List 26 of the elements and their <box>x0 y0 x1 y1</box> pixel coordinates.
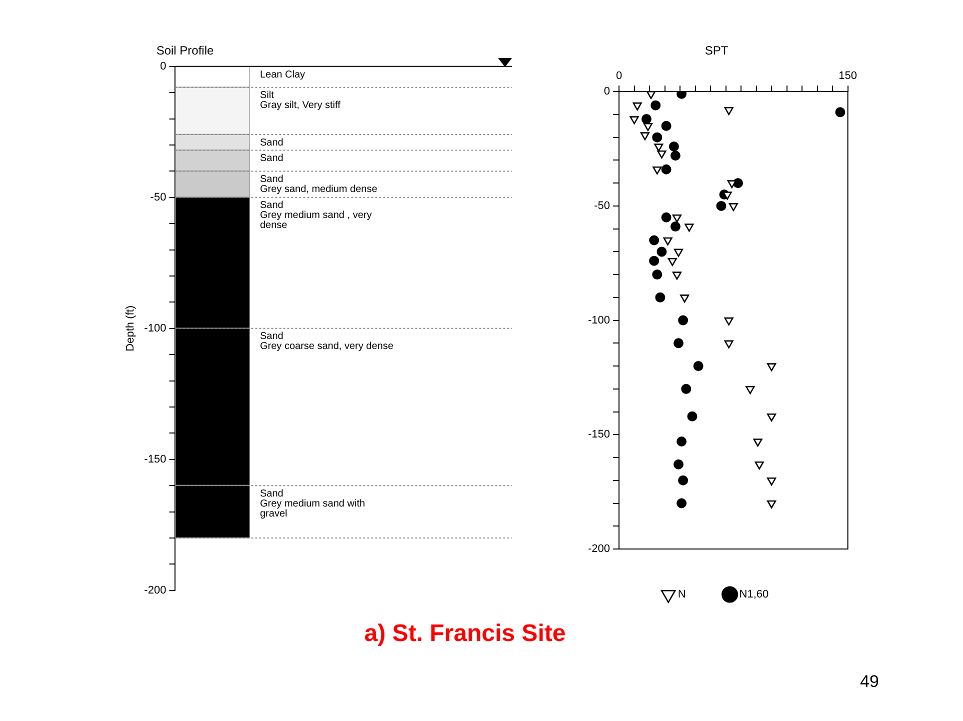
y-tick-label: -150 <box>588 428 610 441</box>
y-tick-label: 0 <box>604 86 610 98</box>
y-tick-label: -50 <box>150 191 166 204</box>
series-label: Sand Grey coarse sand, very dense <box>260 331 394 352</box>
series-label: Silt Gray silt, Very stiff <box>260 90 341 112</box>
legend-label: N1,60 <box>739 588 769 601</box>
y-tick-label: -100 <box>588 314 610 326</box>
series-label: Sand Grey medium sand with gravel <box>260 488 366 520</box>
series-label: Sand <box>260 137 284 148</box>
y-tick-label: -200 <box>588 543 610 556</box>
chart-title: SPT <box>704 44 729 58</box>
y-tick-label: 0 <box>160 60 166 72</box>
y-tick-label: -150 <box>144 453 166 466</box>
series-label: Sand Grey medium sand , very dense <box>260 200 372 232</box>
y-tick-label: -200 <box>144 584 166 596</box>
series-label: Sand <box>260 152 284 164</box>
x-tick-label: 150 <box>838 70 858 82</box>
y-axis-title: Depth (ft) <box>124 305 137 352</box>
chart-title: Soil Profile <box>156 44 214 58</box>
legend-label: N <box>678 588 686 601</box>
text: a) St. Francis Site <box>363 620 567 648</box>
y-tick-label: -100 <box>144 322 166 334</box>
series-label: Lean Clay <box>260 70 306 81</box>
text: 49 <box>860 672 879 692</box>
series-label: Sand Grey sand, medium dense <box>260 174 378 195</box>
y-tick-label: -50 <box>594 200 610 212</box>
